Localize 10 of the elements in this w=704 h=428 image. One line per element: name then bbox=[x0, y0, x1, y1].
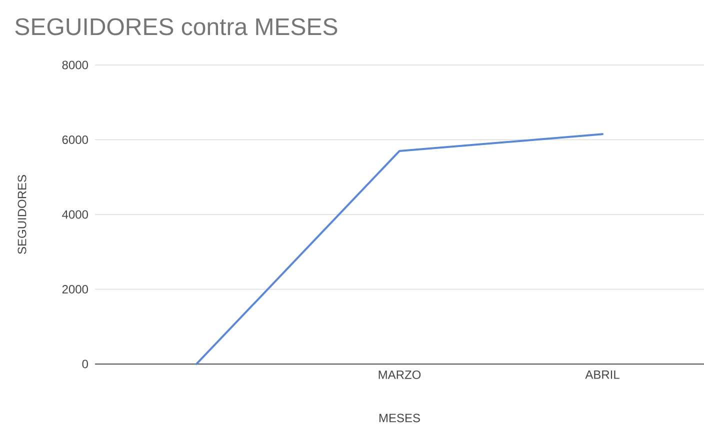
x-axis-title: MESES bbox=[379, 414, 420, 422]
chart-title: SEGUIDORES contra MESES bbox=[15, 18, 338, 36]
y-tick-label: 2000 bbox=[62, 284, 88, 294]
y-tick-label: 8000 bbox=[62, 60, 88, 70]
y-tick-label: 4000 bbox=[62, 210, 88, 219]
x-tick-label: ABRIL bbox=[585, 370, 620, 379]
y-tick-label: 6000 bbox=[62, 136, 88, 144]
y-axis-title: SEGUIDORES bbox=[18, 175, 26, 254]
y-tick-label: 0 bbox=[82, 360, 88, 368]
x-tick-label: MARZO bbox=[378, 370, 421, 380]
